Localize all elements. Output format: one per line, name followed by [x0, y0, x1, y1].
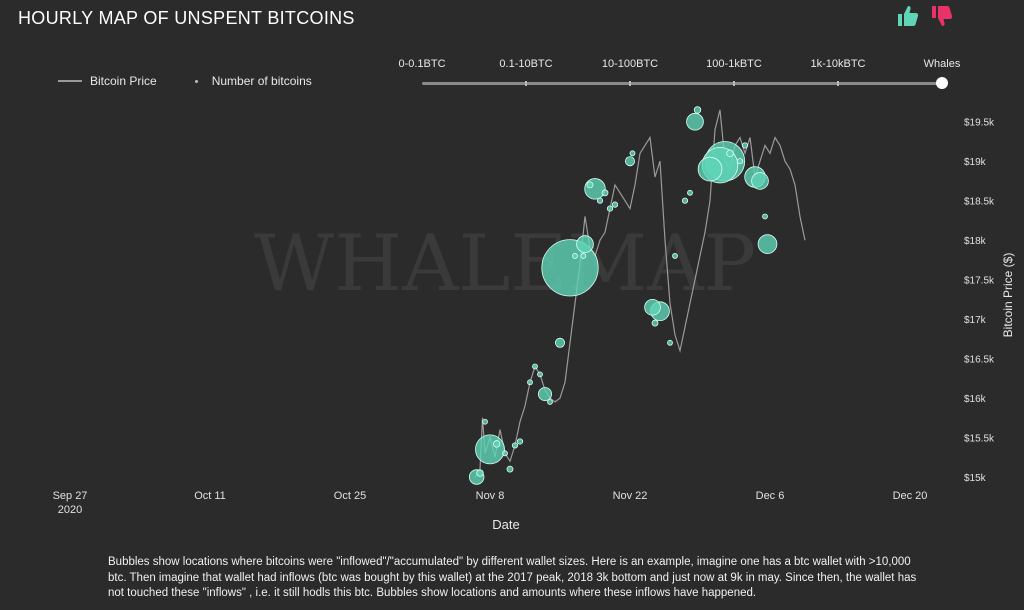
bubble-point[interactable]: [572, 253, 578, 259]
x-tick-label: Sep 27: [53, 490, 88, 502]
y-axis-title: Bitcoin Price ($): [1001, 252, 1015, 338]
x-tick-label: 2020: [58, 504, 82, 516]
bubble-point[interactable]: [672, 253, 678, 259]
legend-bubbles-label[interactable]: Number of bitcoins: [211, 74, 312, 88]
bubble-point[interactable]: [527, 379, 533, 386]
bubble-point[interactable]: [606, 205, 614, 212]
bubble-point[interactable]: [667, 339, 673, 346]
slider-handle[interactable]: [936, 77, 948, 89]
thumbs-down-icon[interactable]: [930, 4, 954, 28]
bubble-point[interactable]: [681, 197, 689, 204]
bubble-point[interactable]: [506, 465, 514, 473]
bubble-point[interactable]: [586, 181, 594, 189]
x-tick-label: Oct 11: [194, 490, 226, 502]
feedback-buttons: [896, 4, 954, 28]
slider-track[interactable]: [422, 82, 942, 85]
wallet-size-slider[interactable]: 0-0.1BTC 0.1-10BTC 10-100BTC 100-1kBTC 1…: [398, 58, 960, 98]
y-tick-label: $17k: [964, 315, 987, 326]
slider-tick: [837, 81, 839, 86]
bubble-point[interactable]: [762, 213, 768, 220]
y-tick-label: $19k: [964, 157, 987, 168]
slider-label-1[interactable]: 0.1-10BTC: [499, 58, 553, 70]
y-tick-label: $16k: [964, 394, 987, 405]
y-tick-label: $19.5k: [964, 118, 995, 129]
y-axis: $15k $15.5k $16k $16.5k $17k $17.5k $18k $18.5k…: [964, 118, 995, 484]
bubble-point[interactable]: [741, 142, 749, 149]
bubble-point[interactable]: [736, 158, 744, 165]
slider-label-3[interactable]: 100-1kBTC: [706, 58, 762, 70]
bubble-point[interactable]: [576, 235, 594, 253]
x-tick-label: Oct 25: [334, 490, 366, 502]
bubble-point[interactable]: [482, 418, 488, 425]
bubble-point[interactable]: [601, 189, 609, 197]
bubble-point[interactable]: [502, 450, 508, 457]
thumbs-up-icon[interactable]: [896, 4, 920, 28]
legend-price-label[interactable]: Bitcoin Price: [90, 74, 157, 88]
bubble-point[interactable]: [538, 387, 553, 402]
bubble-point[interactable]: [555, 337, 566, 348]
price-line-layer: [474, 109, 806, 478]
bubble-point[interactable]: [584, 178, 606, 200]
x-axis: Sep 27 2020 Oct 11 Oct 25 Nov 8 Nov 22 Dec 6 De…: [53, 490, 928, 516]
x-axis-title: Date: [492, 517, 520, 532]
bubble-point[interactable]: [693, 106, 702, 114]
bubble-point[interactable]: [726, 149, 734, 158]
bubble-point[interactable]: [475, 434, 505, 465]
bubble-point[interactable]: [511, 442, 519, 449]
bubble-point[interactable]: [651, 319, 659, 327]
bubble-point[interactable]: [516, 438, 524, 445]
x-tick-label: Dec 6: [756, 490, 785, 502]
bubble-point[interactable]: [547, 399, 553, 405]
x-tick-label: Dec 20: [893, 490, 928, 502]
y-tick-label: $16.5k: [964, 355, 995, 366]
bubble-point[interactable]: [629, 150, 636, 157]
slider-label-4[interactable]: 1k-10kBTC: [810, 58, 866, 70]
bubble-point[interactable]: [596, 197, 604, 204]
page-title: HOURLY MAP OF UNSPENT BITCOINS: [18, 8, 355, 28]
slider-tick: [525, 81, 527, 86]
bubble-point[interactable]: [644, 298, 661, 316]
y-tick-label: $18k: [964, 236, 987, 247]
slider-label-0[interactable]: 0-0.1BTC: [398, 58, 446, 70]
y-tick-label: $15k: [964, 473, 987, 484]
x-tick-label: Nov 8: [476, 490, 505, 502]
bubble-point[interactable]: [687, 189, 693, 196]
bubble-point[interactable]: [492, 440, 501, 448]
bubble-point[interactable]: [757, 234, 778, 254]
slider-tick: [733, 81, 735, 86]
watermark: WHALEMAP: [254, 219, 756, 309]
x-tick-label: Nov 22: [613, 490, 648, 502]
bubble-point[interactable]: [580, 253, 587, 259]
price-line-swatch: [58, 80, 82, 82]
bubble-point[interactable]: [686, 112, 704, 131]
bubble-point[interactable]: [611, 201, 619, 208]
price-line: [474, 109, 806, 478]
bubble-point[interactable]: [697, 156, 723, 182]
bubble-point[interactable]: [532, 363, 538, 370]
bubbles-layer: [468, 106, 778, 485]
chart-description: Bubbles show locations where bitcoins we…: [108, 556, 917, 599]
bubble-point[interactable]: [625, 156, 636, 167]
y-tick-label: $18.5k: [964, 197, 995, 208]
bubble-point[interactable]: [537, 371, 543, 378]
y-tick-label: $17.5k: [964, 276, 995, 287]
slider-label-5[interactable]: Whales: [923, 58, 961, 70]
price-bubble-chart: WHALEMAP $15k$15.5k$16k$16.5k$17k$17.5k$…: [53, 106, 995, 516]
slider-tick: [629, 81, 631, 86]
slider-label-2[interactable]: 10-100BTC: [601, 58, 659, 70]
y-tick-label: $15.5k: [964, 434, 995, 445]
bubble-swatch: [194, 79, 198, 83]
bubble-point[interactable]: [751, 172, 769, 190]
bubble-point[interactable]: [476, 469, 484, 477]
chart-legend: Bitcoin Price Number of bitcoins: [58, 74, 312, 88]
